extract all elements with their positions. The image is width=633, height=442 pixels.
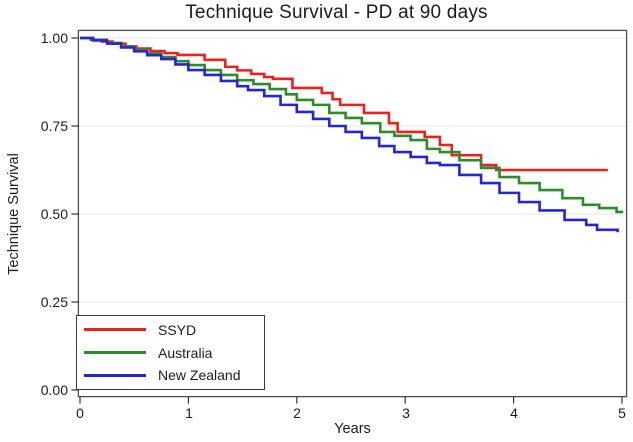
x-tick-label: 1 <box>185 405 193 421</box>
legend-line-swatch <box>84 351 146 354</box>
y-tick-label: 0.75 <box>40 118 68 134</box>
legend-label: New Zealand <box>158 367 241 384</box>
legend-label: Australia <box>158 344 213 361</box>
legend-item-ssyd: SSYD <box>77 319 264 341</box>
x-tick-label: 2 <box>293 405 301 421</box>
legend-line-swatch <box>84 373 146 377</box>
legend: SSYD Australia New Zealand <box>76 315 265 390</box>
x-tick-label: 5 <box>618 405 626 421</box>
y-tick-label: 0.50 <box>40 206 68 222</box>
series-line-ssyd <box>80 36 608 172</box>
y-tick-label: 0.25 <box>40 294 68 310</box>
y-tick-label: 1.00 <box>40 30 68 46</box>
y-axis-title: Technique Survival <box>6 153 22 275</box>
chart-title: Technique Survival - PD at 90 days <box>185 2 488 23</box>
x-tick-label: 3 <box>402 405 410 421</box>
series-line-australia <box>80 36 624 214</box>
y-tick-label: 0.00 <box>40 382 68 398</box>
x-tick-label: 4 <box>510 405 518 421</box>
legend-line-swatch <box>84 328 146 332</box>
series-line-new-zealand <box>80 36 619 233</box>
x-axis-title: Years <box>334 421 371 437</box>
x-tick-label: 0 <box>76 405 84 421</box>
legend-item-australia: Australia <box>77 342 264 364</box>
legend-item-new-zealand: New Zealand <box>77 364 264 386</box>
legend-label: SSYD <box>158 321 197 338</box>
